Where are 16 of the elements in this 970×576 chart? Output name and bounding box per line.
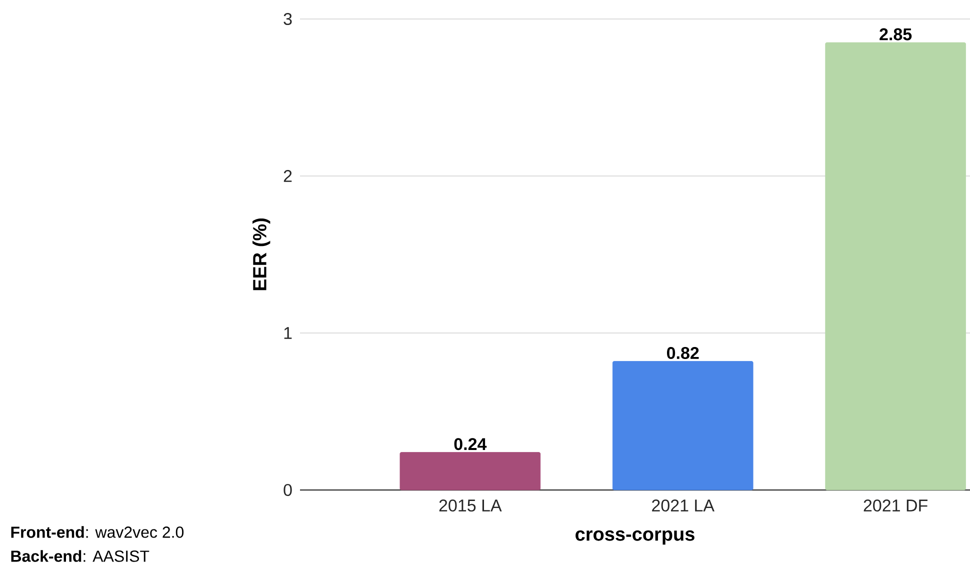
y-tick-label: 2 bbox=[284, 170, 292, 182]
y-tick-label: 1 bbox=[284, 327, 292, 339]
text: Back-end: AASIST bbox=[11, 550, 150, 562]
bar bbox=[612, 361, 754, 490]
x-tick-label: 2015 LA bbox=[439, 500, 502, 512]
x-tick-label: 2021 LA bbox=[652, 500, 714, 512]
y-axis-title: EER (%) bbox=[252, 218, 270, 290]
x-axis-title: cross-corpus bbox=[576, 530, 694, 545]
x-tick-label: 2021 DF bbox=[864, 500, 928, 512]
data-label: 0.82 bbox=[667, 347, 699, 360]
y-tick-label: 0 bbox=[284, 484, 292, 496]
data-label: 0.24 bbox=[454, 438, 487, 450]
data-label: 2.85 bbox=[880, 28, 912, 40]
bar bbox=[400, 452, 541, 490]
y-tick-label: 3 bbox=[284, 12, 292, 26]
text: Front-end: wav2vec 2.0 bbox=[11, 526, 184, 538]
